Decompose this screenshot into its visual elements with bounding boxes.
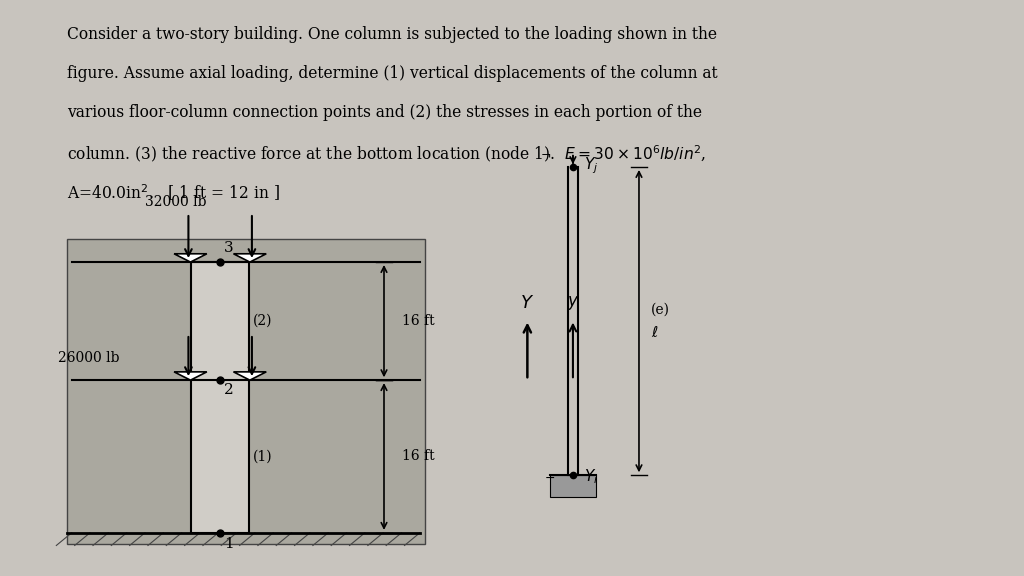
Polygon shape [233, 254, 266, 262]
Text: figure. Assume axial loading, determine (1) vertical displacements of the column: figure. Assume axial loading, determine … [67, 65, 717, 82]
Text: (e): (e) [651, 302, 671, 317]
Text: 1: 1 [224, 537, 234, 551]
Polygon shape [174, 372, 207, 380]
Text: $Y_i$: $Y_i$ [584, 468, 598, 486]
Text: $Y_j$: $Y_j$ [584, 155, 598, 176]
Text: $y$: $y$ [566, 294, 580, 312]
Text: (2): (2) [253, 314, 272, 328]
Bar [550, 475, 596, 497]
Text: Consider a two-story building. One column is subjected to the loading shown in t: Consider a two-story building. One colum… [67, 26, 717, 43]
Text: $Y$: $Y$ [520, 294, 535, 312]
Text: various floor-column connection points and (2) the stresses in each portion of t: various floor-column connection points a… [67, 104, 701, 122]
Text: column. (3) the reactive force at the bottom location (node 1).  $E = 30\times10: column. (3) the reactive force at the bo… [67, 143, 706, 164]
Text: 2: 2 [224, 383, 234, 397]
Text: 26000 lb: 26000 lb [58, 351, 120, 365]
Text: $\ell$: $\ell$ [651, 325, 658, 340]
Text: $\neg$: $\neg$ [541, 147, 551, 160]
Bar [191, 262, 249, 533]
Polygon shape [174, 254, 207, 262]
Text: A=40.0in$^2$.   [ 1 ft = 12 in ]: A=40.0in$^2$. [ 1 ft = 12 in ] [67, 183, 280, 203]
Text: $-$: $-$ [545, 471, 555, 483]
Bar [67, 239, 425, 544]
Text: 16 ft: 16 ft [402, 449, 435, 464]
Text: 16 ft: 16 ft [402, 314, 435, 328]
Text: 32000 lb: 32000 lb [145, 195, 207, 209]
Text: (1): (1) [253, 449, 272, 464]
Text: 3: 3 [224, 241, 233, 255]
Polygon shape [233, 372, 266, 380]
